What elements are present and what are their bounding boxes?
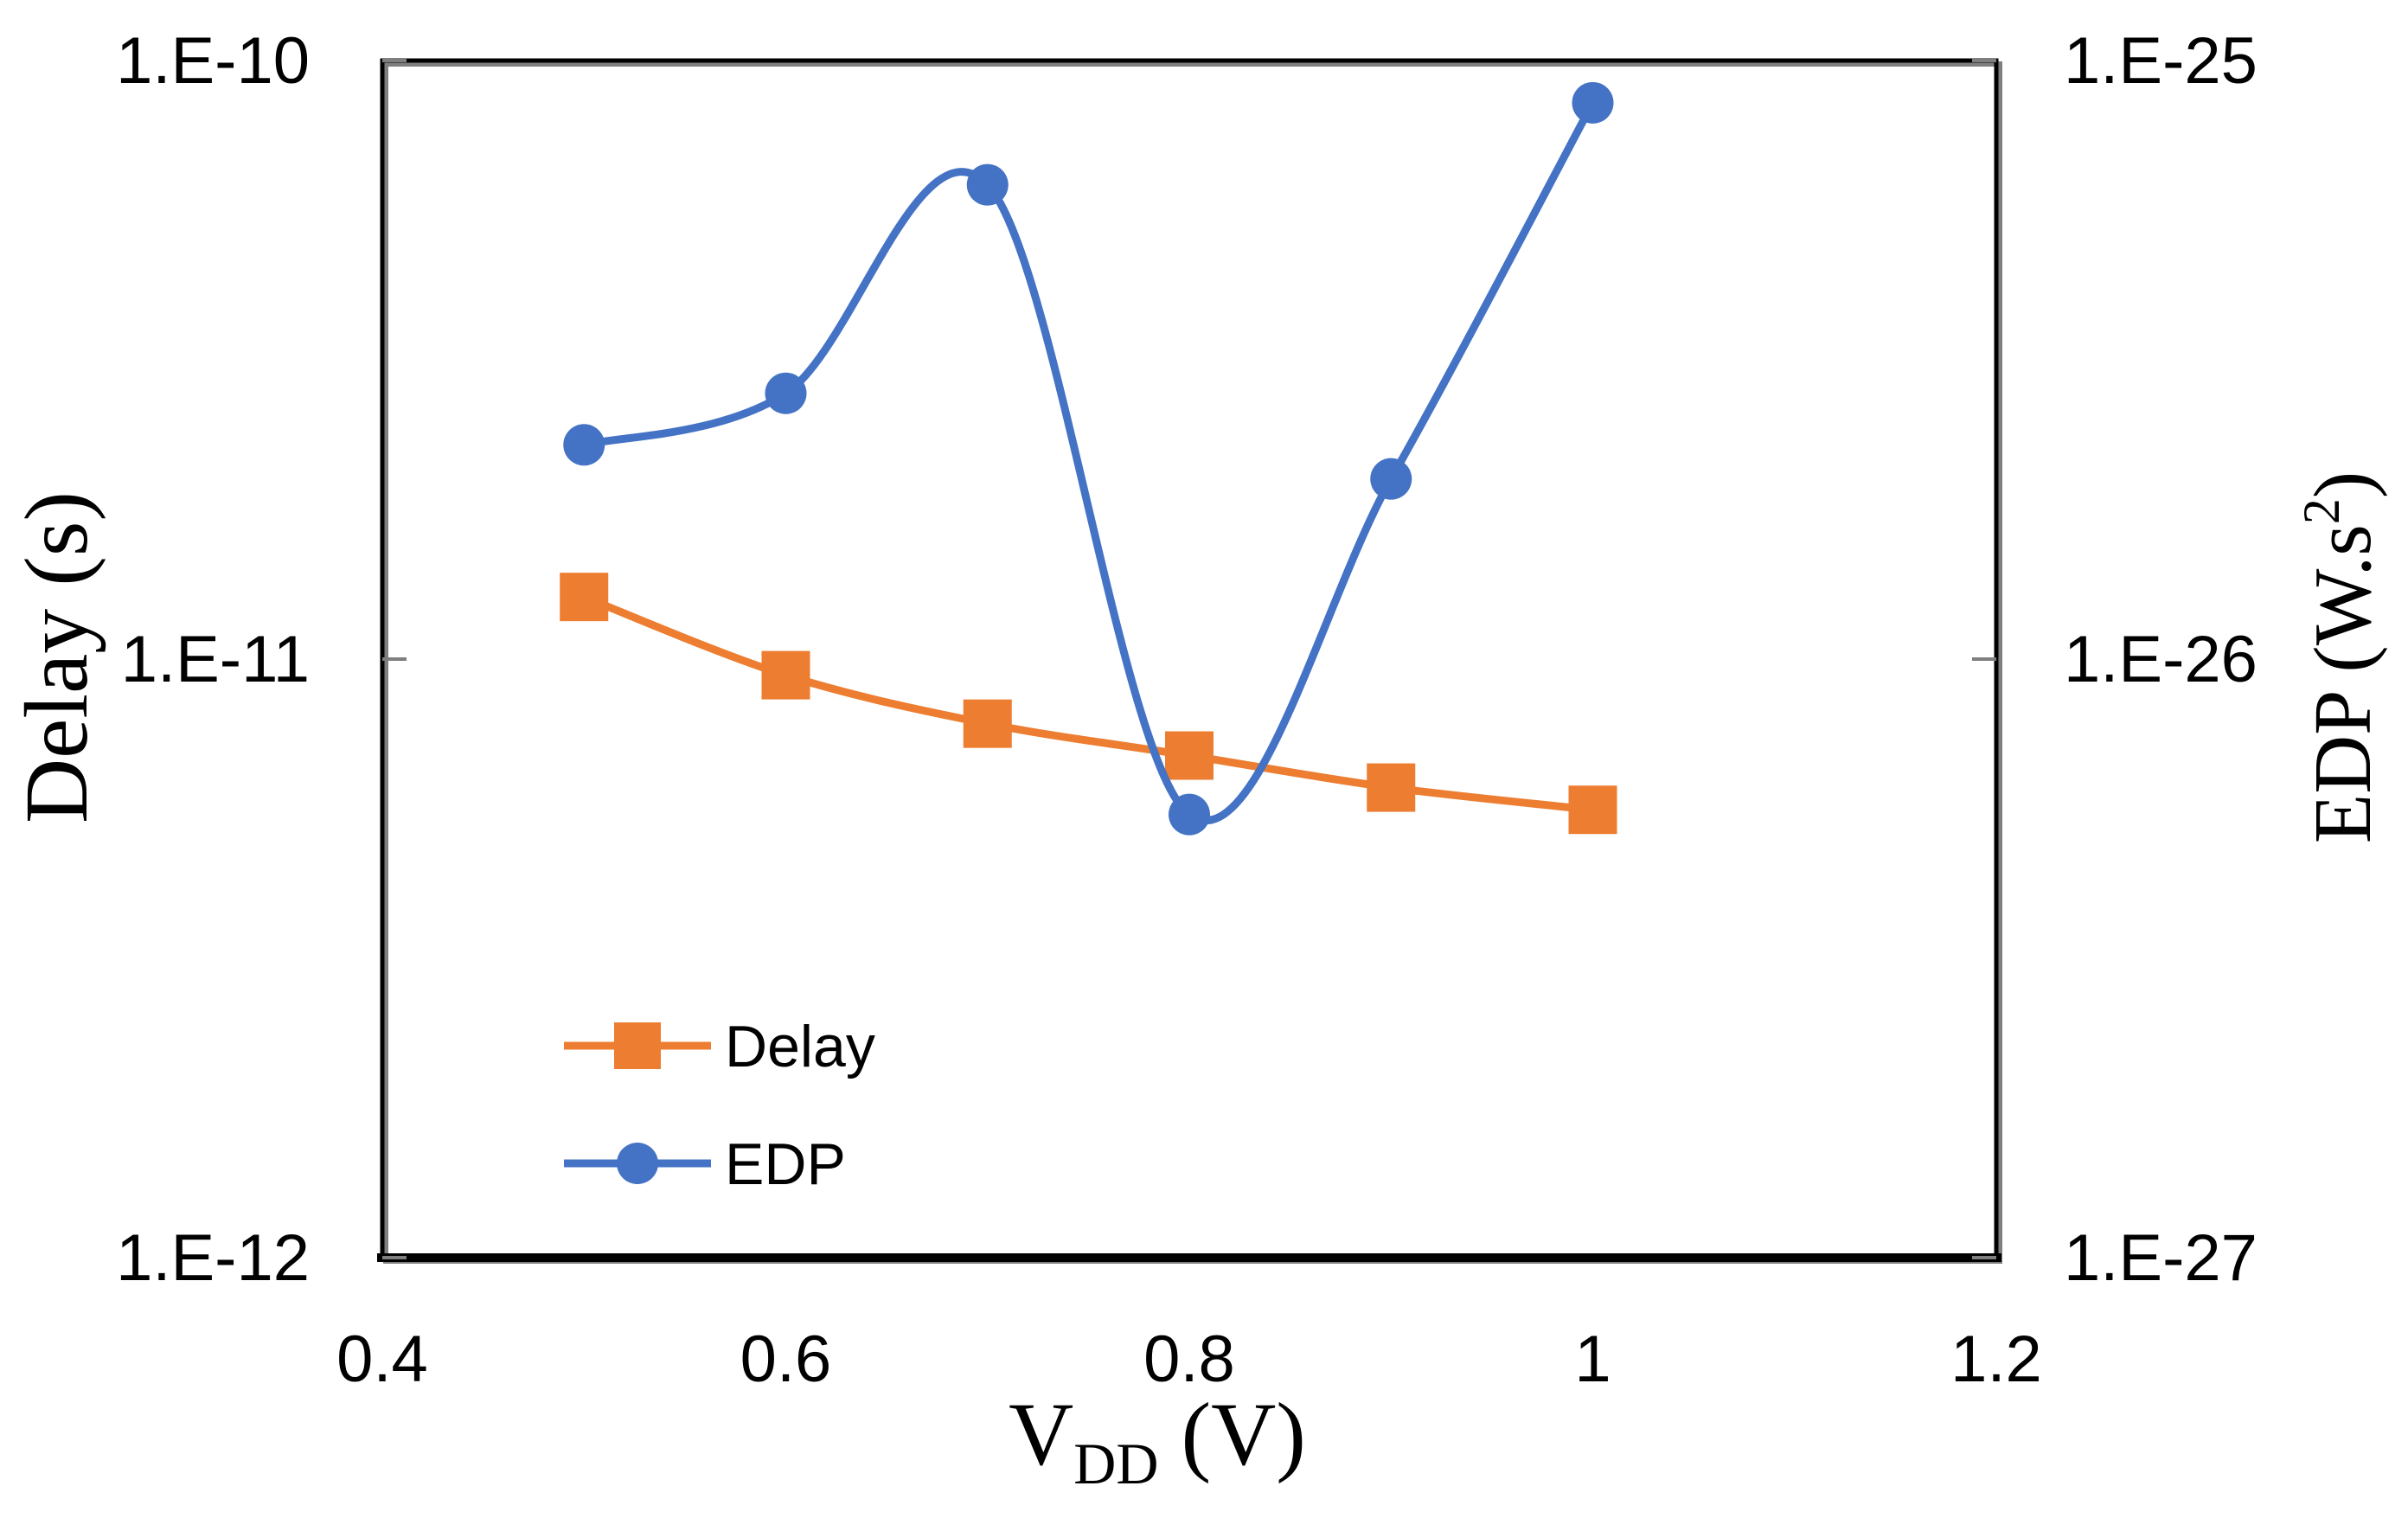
edp-data-point (765, 372, 807, 414)
right-y-tick-label: 1.E-25 (2064, 24, 2258, 98)
left-y-axis-title: Delay (s) (7, 491, 106, 823)
x-tick-label: 1 (1574, 1323, 1611, 1396)
right-y-tick-label: 1.E-27 (2064, 1221, 2258, 1295)
delay-series-line (580, 592, 1597, 814)
x-tick-label: 0.6 (740, 1323, 832, 1396)
right-y-tick-label: 1.E-26 (2064, 623, 2258, 696)
left-y-tick-label: 1.E-12 (116, 1221, 310, 1295)
series-layer (560, 81, 1617, 836)
x-axis-title: VDD (V) (1009, 1385, 1306, 1496)
legend-delay-marker (614, 1022, 661, 1069)
plot-frame-shadow (383, 61, 2002, 1264)
left-y-tick-label: 1.E-11 (121, 623, 310, 696)
legend: Delay EDP (564, 1014, 875, 1197)
legend-edp-marker (617, 1143, 658, 1184)
delay-data-point (1367, 763, 1416, 812)
x-tick-label: 1.2 (1950, 1323, 2042, 1396)
delay-data-point (1165, 731, 1214, 780)
x-tick-label: 0.4 (336, 1323, 428, 1396)
legend-edp-label: EDP (725, 1131, 846, 1197)
edp-data-point (1572, 81, 1614, 124)
edp-series-line (580, 99, 1597, 824)
delay-data-point (560, 573, 609, 622)
delay-data-point (963, 699, 1012, 748)
edp-data-point (1169, 793, 1210, 836)
x-tick-label: 0.8 (1143, 1323, 1235, 1396)
right-y-axis-ticks: 1.E-25 1.E-26 1.E-27 (1972, 24, 2258, 1295)
plot-frame-border (380, 58, 1999, 1260)
delay-data-point (761, 650, 810, 700)
left-y-axis-ticks: 1.E-10 1.E-11 1.E-12 (116, 24, 407, 1295)
legend-delay-label: Delay (725, 1014, 875, 1079)
edp-data-point (966, 163, 1009, 206)
delay-data-point (1568, 785, 1617, 835)
right-y-axis-title: EDP (W.s2) (2293, 471, 2388, 843)
edp-data-point (1370, 458, 1412, 500)
plot-frame (377, 58, 2002, 1264)
x-axis-ticks: 0.4 0.6 0.8 1 1.2 (336, 1323, 2042, 1396)
left-y-tick-label: 1.E-10 (116, 24, 310, 98)
edp-data-point (563, 424, 605, 466)
